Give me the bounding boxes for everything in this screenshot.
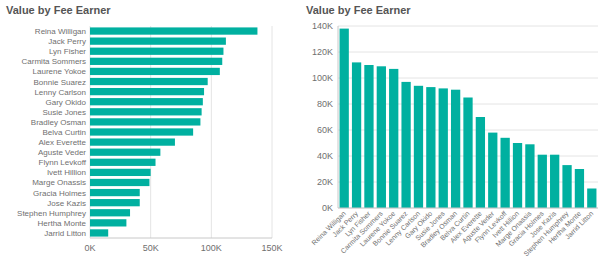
bar bbox=[90, 179, 149, 186]
bar bbox=[90, 78, 208, 85]
tick-label: 50K bbox=[143, 243, 159, 253]
bar bbox=[562, 165, 571, 208]
bar bbox=[587, 189, 596, 209]
bar bbox=[90, 128, 193, 135]
bar bbox=[426, 87, 435, 208]
category-label: Hertha Monte bbox=[38, 219, 87, 228]
category-label: Aguste Veder bbox=[38, 148, 86, 157]
category-label: Jack Perry bbox=[48, 37, 86, 46]
bar bbox=[90, 229, 108, 236]
bar bbox=[90, 189, 140, 196]
tick-label: 20K bbox=[317, 177, 333, 187]
axis-line bbox=[90, 238, 272, 239]
tick-label: 120K bbox=[312, 47, 333, 57]
category-label: Jarrid Litton bbox=[564, 210, 595, 241]
bar bbox=[377, 66, 386, 208]
bar bbox=[439, 88, 448, 208]
category-label: Alex Everette bbox=[38, 138, 86, 147]
bar bbox=[90, 138, 175, 145]
grid-line bbox=[338, 26, 598, 27]
category-label: Flynn Levkoff bbox=[39, 158, 87, 167]
bar bbox=[90, 108, 202, 115]
category-label: Ivett Hillion bbox=[47, 168, 86, 177]
category-label: Bonnie Suarez bbox=[34, 78, 86, 87]
bar bbox=[513, 143, 522, 208]
bar bbox=[90, 209, 130, 216]
bar bbox=[90, 58, 222, 65]
category-label: Jose Kazis bbox=[47, 199, 86, 208]
bars bbox=[340, 29, 597, 208]
bar bbox=[352, 62, 361, 208]
category-label: Lenny Carlson bbox=[34, 88, 86, 97]
category-label: Carmita Sommers bbox=[22, 57, 86, 66]
bar bbox=[90, 219, 126, 226]
bar bbox=[90, 48, 223, 55]
category-label: Stephen Humphrey bbox=[17, 209, 86, 218]
bar bbox=[575, 169, 584, 208]
bar bbox=[90, 159, 156, 166]
category-label: Jarrid Litton bbox=[44, 229, 86, 238]
tick-label: 100K bbox=[201, 243, 222, 253]
bar bbox=[401, 82, 410, 208]
category-label: Belva Curtin bbox=[42, 128, 86, 137]
chart-title: Value by Fee Earner bbox=[6, 4, 111, 16]
category-label: Lyn Fisher bbox=[49, 47, 86, 56]
category-label: Susie Jones bbox=[42, 108, 86, 117]
bar bbox=[414, 86, 423, 208]
bar bbox=[90, 169, 151, 176]
tick-label: 150K bbox=[261, 243, 282, 253]
axis-line bbox=[338, 208, 598, 209]
tick-label: 140K bbox=[312, 21, 333, 31]
category-label: Bradley Osman bbox=[31, 118, 86, 127]
bar bbox=[90, 27, 257, 34]
bar bbox=[90, 38, 226, 45]
chart-panel: Value by Fee Earner 0K 20K 40K 60K 80K 100K 120… bbox=[306, 4, 598, 258]
bar bbox=[550, 155, 559, 208]
category-label: Gracia Holmes bbox=[33, 189, 86, 198]
tick-label: 60K bbox=[317, 125, 333, 135]
axis-line bbox=[338, 26, 339, 208]
category-label: Gary Okido bbox=[46, 98, 87, 107]
category-label: Stephen Humphrey bbox=[522, 209, 571, 258]
bar bbox=[340, 29, 349, 208]
bar bbox=[90, 149, 160, 156]
bar bbox=[451, 90, 460, 208]
tick-label: 80K bbox=[317, 99, 333, 109]
bars bbox=[90, 27, 257, 236]
bar bbox=[488, 133, 497, 208]
chart-panel: Value by Fee Earner 0K 50K 100K 150K Reina Wi… bbox=[6, 4, 283, 253]
bar bbox=[90, 68, 220, 75]
grid-line bbox=[338, 208, 598, 209]
category-label: Laurene Yokoe bbox=[33, 67, 87, 76]
grid-line bbox=[338, 52, 598, 53]
category-label: Reina Willigan bbox=[35, 27, 86, 36]
bar bbox=[90, 199, 140, 206]
tick-label: 0K bbox=[322, 203, 333, 213]
category-label: Marge Onassis bbox=[32, 178, 86, 187]
bar bbox=[476, 117, 485, 208]
tick-label: 0K bbox=[84, 243, 95, 253]
tick-label: 40K bbox=[317, 151, 333, 161]
tick-label: 100K bbox=[312, 73, 333, 83]
grid-line bbox=[272, 26, 273, 238]
bar bbox=[389, 69, 398, 208]
bar bbox=[463, 98, 472, 209]
bar bbox=[364, 65, 373, 208]
bar bbox=[90, 88, 204, 95]
bar bbox=[90, 98, 203, 105]
bar bbox=[525, 144, 534, 208]
bar bbox=[501, 138, 510, 208]
chart-title: Value by Fee Earner bbox=[306, 4, 411, 16]
chart-root: Value by Fee Earner 0K 50K 100K 150K Reina Wi… bbox=[0, 0, 606, 263]
bar bbox=[90, 118, 200, 125]
bar bbox=[538, 155, 547, 208]
